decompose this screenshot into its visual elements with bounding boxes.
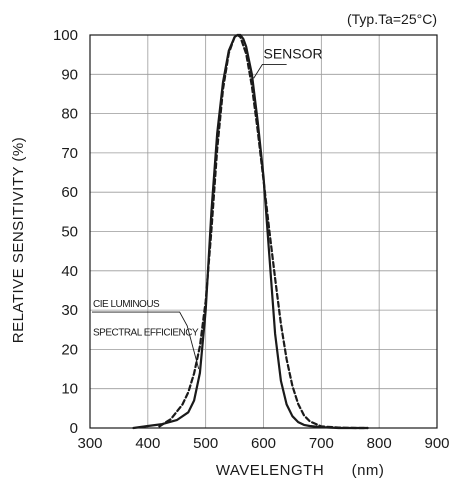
y-tick-label: 20 (61, 341, 78, 358)
grid (90, 35, 437, 428)
x-axis-title: WAVELENGTH (216, 462, 324, 479)
cie-label-line1: CIE LUMINOUS (93, 299, 160, 310)
y-tick-label: 30 (61, 302, 78, 319)
y-tick-label: 80 (61, 106, 78, 123)
sensor-leader-line (253, 64, 287, 79)
y-tick-label: 60 (61, 184, 78, 201)
y-tick-label: 70 (61, 145, 78, 162)
y-tick-label: 90 (61, 66, 78, 83)
cie-curve (158, 33, 369, 430)
x-tick-labels: 300 400 500 600 700 800 900 (77, 435, 449, 452)
x-tick-label: 700 (309, 435, 334, 452)
y-tick-label: 10 (61, 381, 78, 398)
x-tick-label: 900 (424, 435, 449, 452)
x-axis-unit: (nm) (352, 462, 385, 479)
x-tick-label: 300 (77, 435, 102, 452)
cie-label-line2: SPECTRAL EFFICIENCY (93, 328, 199, 339)
plot-frame (89, 34, 438, 429)
series (132, 33, 369, 430)
y-tick-label: 100 (53, 27, 78, 44)
x-tick-label: 500 (193, 435, 218, 452)
y-tick-label: 40 (61, 263, 78, 280)
x-tick-label: 600 (251, 435, 276, 452)
annotations: SENSOR CIE LUMINOUS SPECTRAL EFFICIENCY (92, 46, 323, 370)
y-tick-label: 50 (61, 224, 78, 241)
y-tick-labels: 0 10 20 30 40 50 60 70 80 90 100 (53, 27, 78, 437)
y-axis-title: RELATIVE SENSITIVITY (%) (10, 137, 27, 344)
cie-leader-line (92, 311, 200, 370)
y-tick-label: 0 (70, 420, 78, 437)
x-tick-label: 400 (135, 435, 160, 452)
sensor-label: SENSOR (264, 46, 323, 62)
condition-note: (Typ.Ta=25°C) (347, 11, 437, 27)
x-tick-label: 800 (367, 435, 392, 452)
sensor-curve (132, 33, 369, 430)
